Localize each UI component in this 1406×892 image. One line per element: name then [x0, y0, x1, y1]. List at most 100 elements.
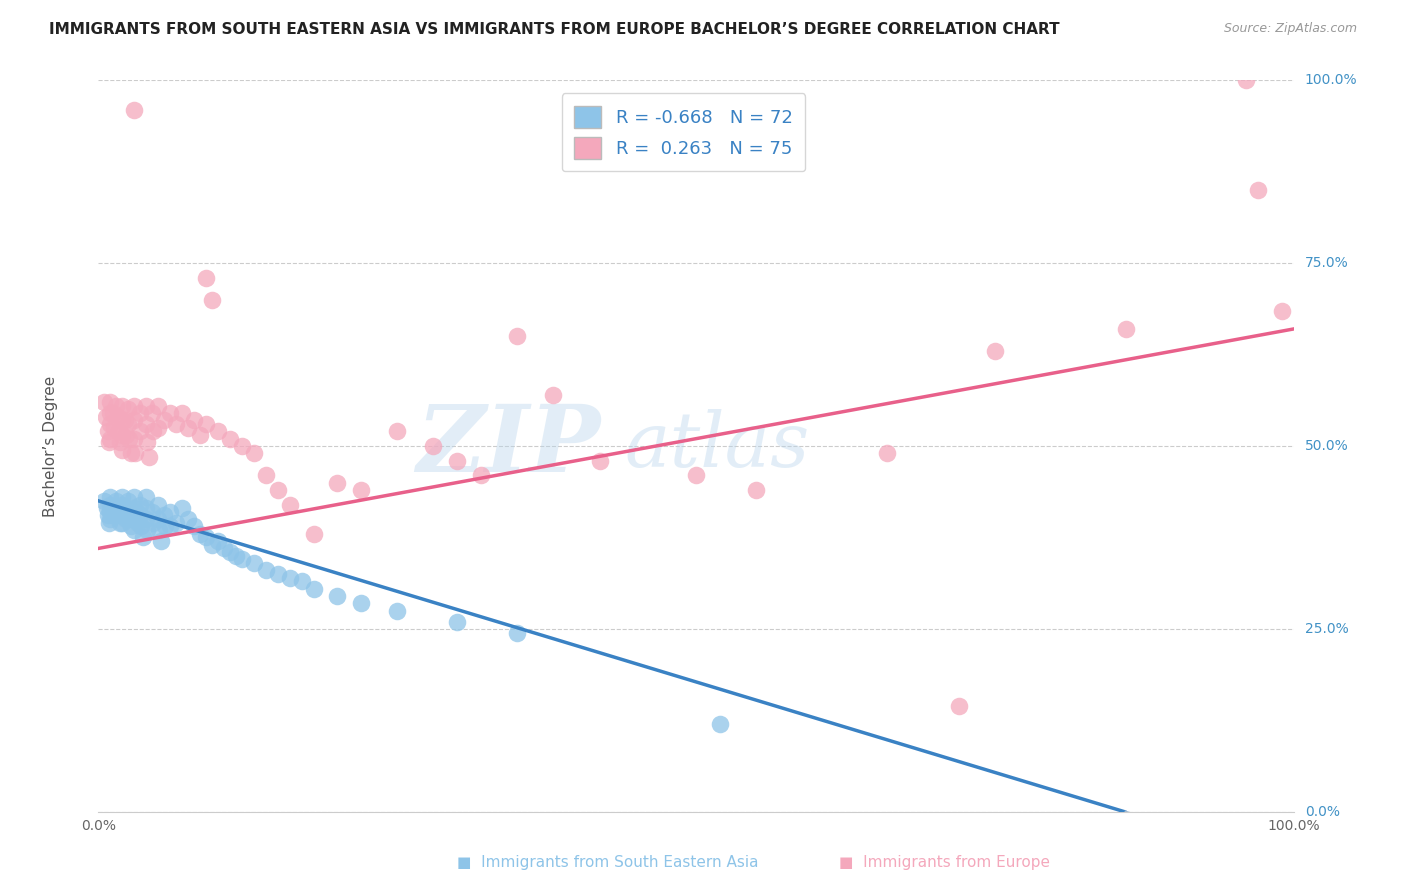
Point [278, 571, 301, 585]
Point [148, 421, 170, 435]
Point [118, 432, 141, 446]
Point [98, 490, 122, 504]
Point [101, 406, 124, 420]
Point [111, 413, 134, 427]
Point [129, 498, 152, 512]
Point [243, 446, 266, 460]
Point [98, 498, 122, 512]
Point [225, 549, 247, 563]
Point [155, 519, 177, 533]
Text: ■  Immigrants from South Eastern Asia: ■ Immigrants from South Eastern Asia [457, 855, 758, 871]
Point [124, 432, 146, 446]
Point [188, 428, 211, 442]
Point [172, 406, 194, 420]
Point [254, 468, 277, 483]
Point [107, 425, 129, 439]
Point [506, 625, 529, 640]
Point [117, 417, 139, 431]
Point [135, 490, 157, 504]
Point [149, 534, 172, 549]
Point [98, 395, 122, 409]
Point [108, 435, 131, 450]
Point [1247, 183, 1270, 197]
Point [254, 563, 277, 577]
Point [131, 519, 153, 533]
Point [129, 508, 152, 523]
Point [195, 530, 218, 544]
Point [207, 425, 229, 439]
Text: 100.0%: 100.0% [1305, 73, 1357, 87]
Point [350, 596, 373, 610]
Point [142, 516, 165, 530]
Point [1234, 73, 1257, 87]
Point [124, 413, 146, 427]
Point [114, 413, 136, 427]
Point [326, 589, 349, 603]
Point [97, 508, 120, 523]
Point [385, 425, 409, 439]
Point [177, 512, 200, 526]
Point [506, 329, 529, 343]
Point [98, 516, 121, 530]
Point [111, 516, 134, 530]
Point [267, 483, 290, 497]
Point [745, 483, 768, 497]
Point [129, 406, 152, 420]
Point [98, 432, 122, 446]
Point [98, 417, 122, 431]
Point [124, 446, 146, 460]
Text: 25.0%: 25.0% [1305, 622, 1348, 636]
Point [105, 494, 128, 508]
Point [111, 428, 134, 442]
Point [115, 428, 138, 442]
Point [385, 603, 409, 617]
Point [114, 501, 136, 516]
Point [1271, 303, 1294, 318]
Point [541, 388, 564, 402]
Point [159, 519, 181, 533]
Point [422, 439, 444, 453]
Point [96, 501, 118, 516]
Point [111, 505, 134, 519]
Point [1115, 322, 1137, 336]
Point [207, 534, 229, 549]
Point [111, 498, 134, 512]
Point [124, 490, 146, 504]
Text: ZIP: ZIP [416, 401, 600, 491]
Point [219, 432, 242, 446]
Point [117, 505, 139, 519]
Point [120, 519, 142, 533]
Point [148, 399, 170, 413]
Point [153, 413, 176, 427]
Point [142, 425, 165, 439]
Point [105, 399, 128, 413]
Point [98, 435, 121, 450]
Text: 50.0%: 50.0% [1305, 439, 1348, 453]
Point [148, 523, 170, 537]
Point [302, 526, 325, 541]
Point [101, 501, 124, 516]
Point [302, 582, 325, 596]
Point [93, 494, 115, 508]
Point [231, 552, 253, 566]
Point [201, 538, 224, 552]
Point [125, 505, 148, 519]
Point [98, 512, 122, 526]
Point [172, 501, 194, 516]
Point [984, 343, 1007, 358]
Point [165, 516, 187, 530]
Point [129, 425, 152, 439]
Point [108, 516, 131, 530]
Point [124, 501, 146, 516]
Point [118, 512, 141, 526]
Point [291, 574, 314, 589]
Point [131, 530, 153, 544]
Point [124, 399, 146, 413]
Point [685, 468, 707, 483]
Point [117, 402, 139, 417]
Point [212, 541, 235, 556]
Point [136, 523, 159, 537]
Text: 0.0%: 0.0% [1305, 805, 1340, 819]
Point [135, 512, 157, 526]
Text: Bachelor’s Degree: Bachelor’s Degree [44, 376, 58, 516]
